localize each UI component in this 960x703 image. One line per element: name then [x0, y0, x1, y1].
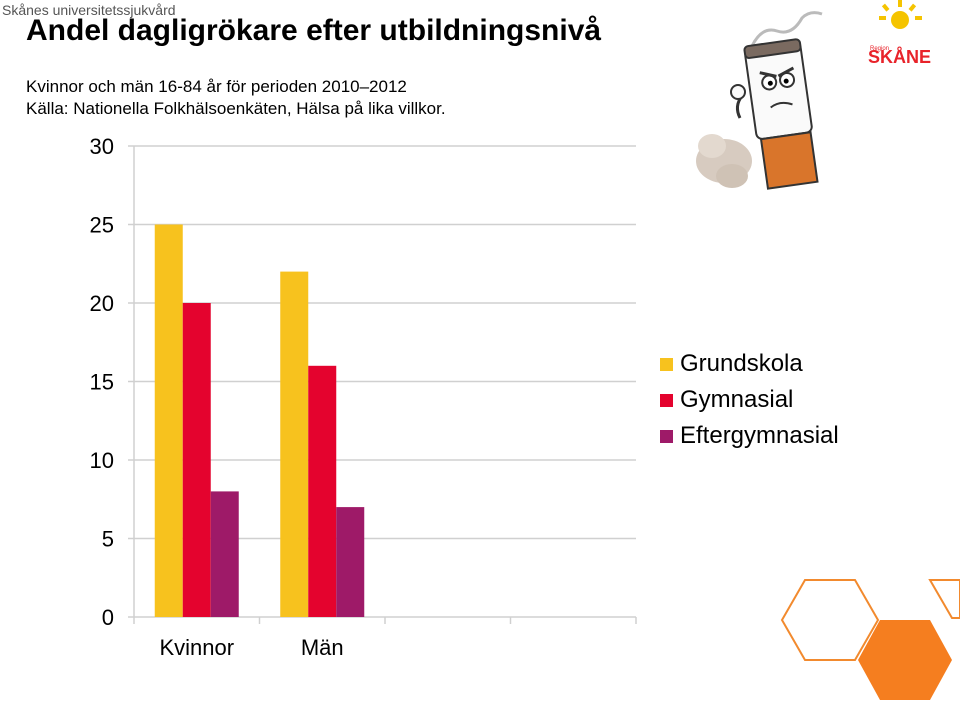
legend-swatch [660, 393, 673, 407]
y-tick-label: 15 [90, 370, 114, 395]
cigarette-illustration [696, 11, 823, 190]
logo-text-main: SKÅNE [868, 47, 931, 67]
chart-bars [154, 224, 365, 617]
bar-gymnasial-Män [308, 365, 337, 617]
y-axis-ticks: 0 5 10 15 20 25 30 [90, 134, 114, 630]
y-tick-label: 25 [90, 213, 114, 238]
legend-item: Gymnasial [660, 382, 839, 418]
x-axis-categories: Kvinnor Män [159, 635, 343, 660]
legend-label: Gymnasial [680, 386, 794, 413]
bar-gymnasial-Kvinnor [182, 303, 211, 617]
x-category-label: Kvinnor [159, 635, 234, 660]
region-skane-logo: Region SKÅNE [862, 0, 942, 70]
x-category-label: Män [301, 635, 344, 660]
logo-text-small: Region [870, 46, 889, 52]
y-tick-label: 0 [102, 605, 114, 630]
bar-eftergymnasial-Kvinnor [210, 491, 239, 617]
page-title: Andel dagligrökare efter utbildningsnivå [26, 14, 602, 47]
bar-eftergymnasial-Män [336, 507, 365, 617]
sun-icon [879, 0, 922, 29]
organization-label: Skånes universitetssjukvård [2, 2, 176, 18]
chart-subtitle: Kvinnor och män 16-84 år för perioden 20… [26, 77, 407, 96]
legend-label: Eftergymnasial [680, 422, 839, 449]
hexagon-decoration [780, 579, 960, 700]
legend-item: Grundskola [660, 346, 839, 382]
legend-label: Grundskola [680, 350, 803, 377]
y-tick-label: 20 [90, 291, 114, 316]
legend-swatch [660, 357, 673, 371]
y-tick-label: 5 [102, 527, 114, 552]
chart-source: Källa: Nationella Folkhälsoenkäten, Häls… [26, 99, 446, 118]
y-tick-label: 30 [90, 134, 114, 159]
y-tick-label: 10 [90, 448, 114, 473]
legend-item: Eftergymnasial [660, 418, 839, 454]
bar-grundskola-Män [280, 271, 309, 617]
chart-legend: Grundskola Gymnasial Eftergymnasial [660, 346, 839, 454]
legend-swatch [660, 429, 673, 443]
bar-grundskola-Kvinnor [154, 224, 183, 617]
